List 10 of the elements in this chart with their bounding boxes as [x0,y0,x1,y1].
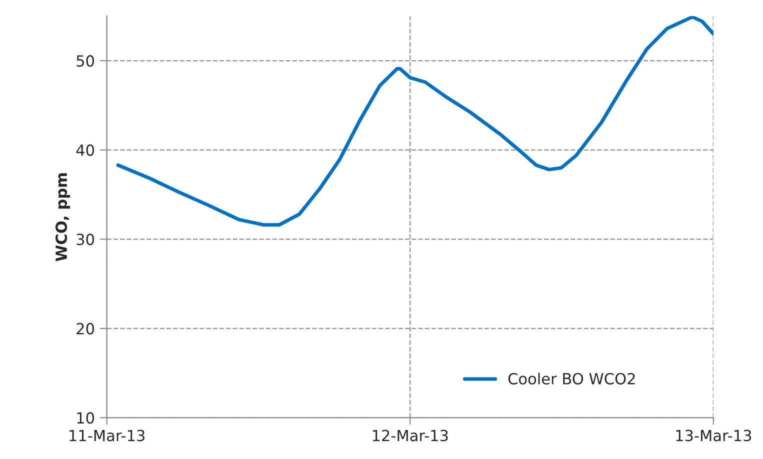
y-tick-label: 50 [76,55,94,67]
legend-label: Cooler BO WCO2 [508,372,635,385]
y-tick-label: 10 [77,412,94,424]
y-tick-label: 40 [76,144,94,156]
x-tick-label: 12-Mar-13 [372,430,448,442]
y-tick-label: 30 [76,234,94,246]
x-tick-label: 13-Mar-13 [676,430,752,442]
x-tick-label: 11-Mar-13 [70,430,144,442]
y-tick-label: 20 [76,322,94,334]
y-axis-title: WCO, ppm [56,173,70,262]
